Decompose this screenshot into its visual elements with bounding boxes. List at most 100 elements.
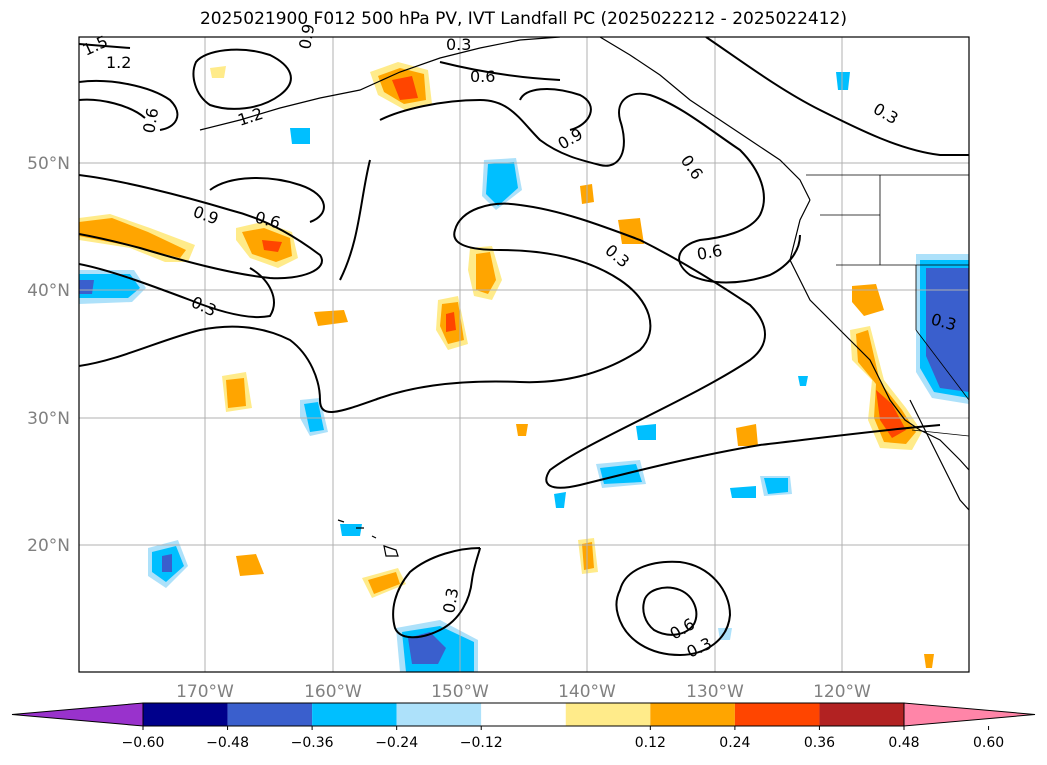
negative-anomaly-8 xyxy=(290,128,310,144)
pv-contour-1 xyxy=(79,174,323,280)
lon-label: 130°W xyxy=(686,682,744,702)
lon-label: 140°W xyxy=(558,682,616,702)
anomaly-shading xyxy=(79,62,969,672)
positive-anomaly-7 xyxy=(618,218,644,244)
alaska-coast xyxy=(199,37,561,131)
colorbar-tick-label: −0.36 xyxy=(291,735,334,751)
negative-anomaly-1-core xyxy=(486,162,518,206)
pv-contour-3 xyxy=(79,202,941,489)
latitude-labels: 50°N 40°N 30°N 20°N xyxy=(27,154,70,556)
baja-coast xyxy=(909,399,969,511)
contour-label: 0.6 xyxy=(139,106,162,134)
lon-label: 120°W xyxy=(813,682,871,702)
contour-label: 0.3 xyxy=(601,241,633,272)
colorbar-segment xyxy=(819,703,904,726)
positive-anomaly-11-core xyxy=(368,572,400,594)
gridlines xyxy=(79,37,969,672)
pv-contour-11 xyxy=(79,43,131,49)
contour-label: 0.6 xyxy=(677,151,707,183)
pv-contour-13 xyxy=(705,37,969,156)
negative-anomaly-west-core xyxy=(79,274,140,298)
positive-anomaly-6 xyxy=(314,310,348,326)
pv-contour-15 xyxy=(615,560,732,657)
pv-contour-6 xyxy=(519,88,592,131)
lon-label: 170°W xyxy=(176,682,234,702)
colorbar-tick-label: 0.36 xyxy=(804,735,835,751)
colorbar-tick-label: 0.60 xyxy=(973,735,1004,751)
colorbar-segment xyxy=(312,703,397,726)
pv-contour-9 xyxy=(79,98,146,119)
colorbar-tick-label: −0.12 xyxy=(460,735,503,751)
positive-anomaly-2-max xyxy=(392,76,418,100)
colorbar-extension-low xyxy=(11,702,144,727)
colorbar-tick-label: 0.48 xyxy=(888,735,919,751)
colorbar-segment xyxy=(396,703,482,726)
negative-anomaly-nevada-max xyxy=(926,268,969,392)
state-border-ca-nv-diagonal xyxy=(915,329,969,401)
contour-label: 0.3 xyxy=(684,634,715,662)
positive-anomaly-15 xyxy=(210,66,226,78)
lat-label: 20°N xyxy=(27,536,70,556)
map-title: 2025021900 F012 500 hPa PV, IVT Landfall… xyxy=(199,9,847,29)
contour-label: 0.3 xyxy=(188,292,219,320)
colorbar-segment xyxy=(650,703,735,726)
colorbar-tick-label: −0.60 xyxy=(122,735,165,751)
alaska-panhandle-coast xyxy=(599,37,811,201)
positive-anomaly-4-max xyxy=(446,312,456,332)
colorbar-extension-high xyxy=(903,702,1036,727)
pv-contour-4 xyxy=(379,92,801,284)
colorbar-tick-label: −0.48 xyxy=(206,735,249,751)
negative-anomaly-3-max xyxy=(162,554,172,572)
contour-label: 1.2 xyxy=(106,53,131,72)
map-frame xyxy=(78,36,970,673)
lat-label: 30°N xyxy=(27,409,70,429)
lat-label: 50°N xyxy=(27,154,70,174)
contour-label: 0.6 xyxy=(695,241,723,264)
hawaii-islands xyxy=(337,519,399,557)
pv-contour-10 xyxy=(192,48,292,110)
negative-anomaly-13 xyxy=(798,376,808,386)
longitude-labels: 170°W 160°W 150°W 140°W 130°W 120°W xyxy=(176,682,871,702)
positive-anomaly-5-core xyxy=(226,378,246,408)
positive-anomaly-northern-ca xyxy=(852,284,884,316)
colorbar-segment xyxy=(143,703,228,726)
colorbar-outline xyxy=(142,702,905,727)
contour-label: 0.3 xyxy=(439,586,462,614)
positive-anomaly-12-core xyxy=(582,542,594,570)
political-boundaries xyxy=(806,174,969,437)
lon-label: 150°W xyxy=(431,682,489,702)
contour-label: 0.9 xyxy=(555,124,587,153)
colorbar-tick-label: 0.12 xyxy=(635,735,666,751)
pv-contour-2 xyxy=(79,263,275,319)
positive-anomaly-northwest-core xyxy=(79,218,186,258)
positive-anomaly-9 xyxy=(736,424,758,446)
pv-contour-12 xyxy=(439,61,561,81)
positive-anomaly-13 xyxy=(924,654,934,668)
negative-anomaly-west-max xyxy=(79,280,94,294)
pv-contour-7 xyxy=(209,177,325,223)
colorbar-segment xyxy=(565,703,651,726)
canada-bc-coast xyxy=(789,199,969,471)
us-mexico-border xyxy=(911,429,969,437)
negative-anomaly-6 xyxy=(730,486,756,498)
negative-anomaly-11 xyxy=(554,492,566,508)
lat-label: 40°N xyxy=(27,281,70,301)
contour-label: 0.3 xyxy=(446,35,471,54)
negative-anomaly-10 xyxy=(340,524,362,536)
contour-label: 0.3 xyxy=(870,99,902,128)
colorbar: −0.60 −0.48 −0.36 −0.24 −0.12 0.12 0.24 0.36 0.4… xyxy=(11,702,1036,751)
colorbar-tick-label: 0.24 xyxy=(719,735,750,751)
pv-contours xyxy=(79,37,969,657)
pv-contour-16 xyxy=(642,586,698,636)
positive-anomaly-1-max xyxy=(262,240,282,252)
positive-anomaly-3-core xyxy=(476,252,496,294)
positive-anomaly-14 xyxy=(516,424,528,436)
colorbar-tick-label: −0.24 xyxy=(375,735,418,751)
lon-label: 160°W xyxy=(304,682,362,702)
colorbar-segment xyxy=(481,703,566,726)
pv-contour-5 xyxy=(339,159,371,281)
negative-anomaly-9 xyxy=(836,72,850,90)
pv-contour-8 xyxy=(79,79,179,131)
colorbar-segment xyxy=(734,703,820,726)
